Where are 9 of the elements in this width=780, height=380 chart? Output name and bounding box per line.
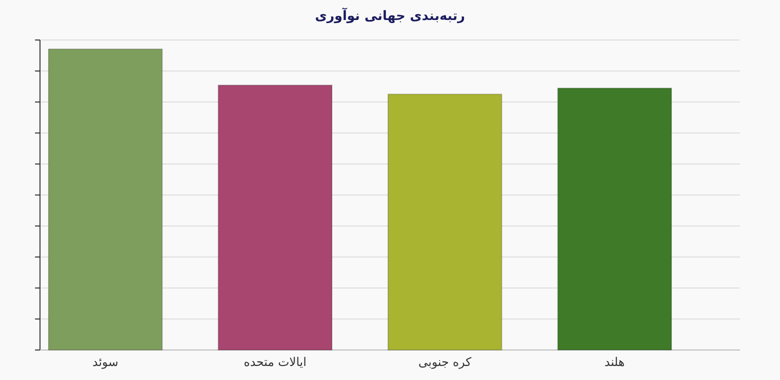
x-tick-label: هلند <box>604 355 625 369</box>
bar <box>218 84 332 350</box>
x-tick-label: کره جنوبی <box>418 355 472 369</box>
bar <box>388 94 502 350</box>
bar <box>48 48 163 350</box>
x-tick-label: ایالات متحده <box>244 355 306 369</box>
chart-title: رتبه‌بندی جهانی نوآوری <box>314 7 466 24</box>
bar <box>557 88 672 350</box>
x-tick-label: سوئد <box>92 355 118 369</box>
